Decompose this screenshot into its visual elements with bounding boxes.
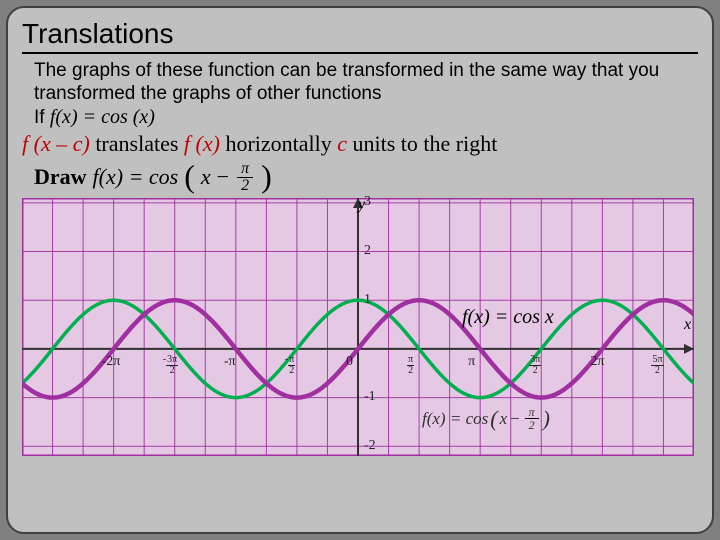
- c-symbol: c: [337, 131, 347, 156]
- x-tick: 3π2: [529, 354, 541, 376]
- x-tick: 2π: [590, 354, 604, 370]
- frac-num: π: [237, 161, 253, 178]
- pi-over-2: π 2: [235, 161, 255, 194]
- if-text: If: [34, 107, 50, 128]
- sl-den: 2: [525, 419, 539, 431]
- xmc: (x – c): [34, 131, 90, 156]
- fx2: f (x): [184, 131, 220, 156]
- x-axis-label: x: [684, 316, 691, 334]
- draw-minus: −: [217, 164, 229, 190]
- chart-svg: [22, 198, 694, 456]
- slide: Translations The graphs of these functio…: [6, 6, 714, 534]
- sl-x: x: [500, 409, 508, 429]
- frac-den: 2: [237, 178, 253, 194]
- y-tick: 1: [364, 292, 371, 308]
- lparen-icon: (: [184, 164, 195, 190]
- x-tick: -π: [224, 354, 236, 370]
- if-line: If f(x) = cos (x): [34, 106, 698, 129]
- sl-lparen: (: [490, 406, 497, 432]
- chart: y x f(x) = cos x f(x) = cos ( x − π 2 ) …: [22, 198, 694, 456]
- sl-minus: −: [509, 409, 520, 429]
- if-math: f(x) = cos (x): [50, 106, 155, 128]
- sl-frac: π 2: [523, 406, 541, 431]
- tail: units to the right: [347, 131, 497, 156]
- x-tick: 0: [346, 354, 353, 370]
- mid1: translates: [90, 131, 184, 156]
- y-tick: 2: [364, 243, 371, 259]
- x-tick: -3π2: [163, 354, 178, 376]
- x-tick: -π2: [285, 354, 295, 376]
- mid2: horizontally: [220, 131, 337, 156]
- x-tick: -2π: [102, 354, 121, 370]
- y-tick: -1: [364, 389, 376, 405]
- cos-label: f(x) = cos x: [462, 306, 554, 329]
- y-tick: 3: [364, 194, 371, 210]
- shifted-label: f(x) = cos ( x − π 2 ): [422, 406, 550, 432]
- sl-rparen: ): [543, 406, 550, 432]
- draw-x: x: [201, 164, 211, 190]
- rparen-icon: ): [261, 164, 272, 190]
- draw-lead: Draw: [34, 164, 87, 190]
- x-tick: π: [468, 354, 475, 370]
- x-tick: π2: [407, 354, 414, 376]
- x-tick: 5π2: [651, 354, 663, 376]
- y-tick: -2: [364, 438, 376, 454]
- intro-paragraph: The graphs of these function can be tran…: [34, 60, 698, 106]
- translation-line: f (x – c) translates f (x) horizontally …: [22, 131, 698, 157]
- shifted-lead: f(x) = cos: [422, 409, 488, 429]
- draw-line: Draw f(x) = cos ( x − π 2 ): [34, 161, 698, 194]
- f-symbol: f: [22, 131, 34, 156]
- slide-title: Translations: [22, 18, 698, 54]
- draw-fx: f(x) = cos: [93, 164, 179, 190]
